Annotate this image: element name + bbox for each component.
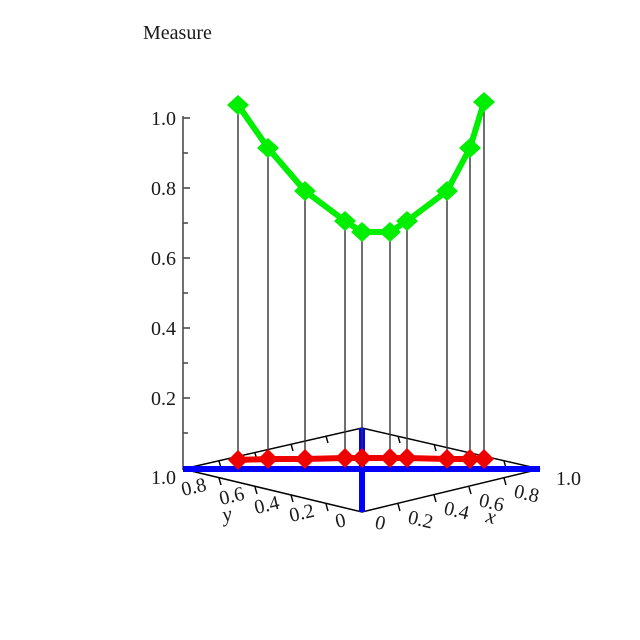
red-diamond-marker: [258, 449, 278, 469]
y-tick: [290, 443, 294, 452]
green-diamond-marker: [227, 95, 249, 115]
measure-curve-series: [227, 92, 495, 242]
z-tick-label: 1.0: [151, 108, 176, 130]
stem-lines-group: [237, 102, 485, 462]
green-diamond-marker: [459, 138, 481, 158]
x-tick-label: 0.6: [477, 489, 506, 516]
green-marker-group: [227, 92, 495, 242]
x-tick: [433, 443, 437, 452]
red-diamond-marker: [380, 448, 400, 468]
x-tick-lower: [468, 486, 472, 495]
green-diamond-marker: [396, 211, 418, 231]
green-diamond-marker: [436, 181, 458, 201]
x-tick: [397, 435, 401, 444]
y-tick-label: 0.4: [252, 492, 281, 519]
red-diamond-marker: [335, 448, 355, 468]
green-diamond-marker: [294, 181, 316, 201]
red-diamond-marker: [437, 449, 457, 469]
x-tick-label: 0.2: [406, 506, 435, 533]
x-tick-label: 0.4: [442, 497, 471, 524]
y-tick-lower: [254, 486, 258, 495]
green-diamond-marker: [257, 138, 279, 158]
y-corner-label: 1.0: [151, 467, 176, 489]
green-diamond-marker: [351, 222, 373, 242]
page-title: Measure: [143, 22, 212, 44]
x-corner-label: 1.0: [556, 468, 581, 490]
y-tick-label: 0.2: [287, 500, 316, 527]
y-tick-label: 0: [333, 509, 348, 533]
y-tick-lower: [218, 477, 222, 486]
red-marker-group: [228, 448, 494, 470]
z-tick-label: 0.6: [151, 248, 176, 270]
y-tick-label: 0.6: [217, 483, 246, 510]
z-tick-label: 0.4: [151, 318, 176, 340]
red-diamond-marker: [352, 448, 372, 468]
red-projection-line: [235, 455, 487, 463]
x-tick-lower: [397, 503, 401, 512]
y-tick-lower: [325, 503, 329, 512]
red-diamond-marker: [474, 449, 494, 469]
x-tick-label: 0: [373, 511, 388, 535]
z-tick-label: 0.8: [151, 178, 176, 200]
y-tick-lower: [290, 494, 294, 503]
green-diamond-marker: [379, 222, 401, 242]
z-tick-label: 0.2: [151, 388, 176, 410]
x-tick-lower: [433, 494, 437, 503]
base-projection-series: [228, 448, 494, 470]
z-axis-group: 1.0 0.8 0.6 0.4 0.2: [151, 108, 190, 470]
y-tick: [325, 435, 329, 444]
x-tick-label: 0.8: [512, 480, 541, 507]
green-diamond-marker: [334, 211, 356, 231]
red-diamond-marker: [228, 450, 248, 470]
red-diamond-marker: [460, 449, 480, 469]
green-diamond-marker: [473, 92, 495, 112]
red-diamond-marker: [295, 449, 315, 469]
x-tick-lower: [503, 477, 507, 486]
green-curve-line: [235, 99, 487, 235]
base-axis-labels: 1.0 0.8 0.6 0.4 0.2 0 y 0 0.2 0.4 0.6 0.…: [151, 467, 581, 535]
red-diamond-marker: [397, 448, 417, 468]
y-tick-label: 0.8: [179, 474, 208, 501]
